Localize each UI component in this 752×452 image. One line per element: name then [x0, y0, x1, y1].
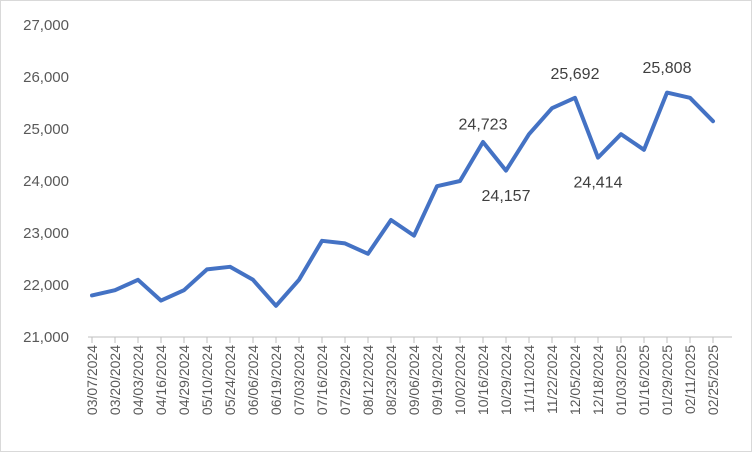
x-tick-label: 10/16/2024 — [475, 345, 491, 415]
x-tick-label: 08/12/2024 — [360, 345, 376, 415]
data-label: 24,723 — [459, 116, 508, 133]
data-point — [182, 288, 186, 292]
x-tick-label: 01/16/2025 — [636, 345, 652, 415]
data-point — [550, 106, 554, 110]
data-point — [504, 169, 508, 173]
data-point — [619, 132, 623, 136]
data-point — [274, 304, 278, 308]
data-label: 24,157 — [482, 188, 531, 205]
y-tick-label: 21,000 — [23, 329, 69, 346]
data-point — [412, 234, 416, 238]
data-point — [665, 91, 669, 95]
data-point — [320, 239, 324, 243]
data-point — [481, 140, 485, 144]
x-tick-label: 02/25/2025 — [705, 345, 721, 415]
x-tick-label: 09/06/2024 — [406, 345, 422, 415]
x-tick-label: 10/02/2024 — [452, 345, 468, 415]
x-tick-label: 08/23/2024 — [383, 345, 399, 415]
data-label: 24,414 — [574, 174, 623, 191]
y-tick-label: 25,000 — [23, 121, 69, 138]
x-tick-label: 12/05/2024 — [567, 345, 583, 415]
data-point — [527, 132, 531, 136]
data-point — [458, 179, 462, 183]
x-tick-label: 06/06/2024 — [245, 345, 261, 415]
data-point — [366, 252, 370, 256]
data-point — [435, 184, 439, 188]
data-point — [228, 265, 232, 269]
data-point — [596, 156, 600, 160]
x-tick-label: 02/11/2025 — [682, 345, 698, 414]
x-tick-label: 12/18/2024 — [590, 345, 606, 415]
x-tick-label: 06/19/2024 — [268, 345, 284, 415]
data-point — [688, 96, 692, 100]
data-point — [343, 241, 347, 245]
data-point — [251, 278, 255, 282]
y-tick-label: 23,000 — [23, 225, 69, 242]
y-tick-label: 22,000 — [23, 277, 69, 294]
x-tick-label: 04/03/2024 — [130, 345, 146, 415]
data-point — [573, 96, 577, 100]
data-label: 25,692 — [551, 66, 600, 83]
data-point — [136, 278, 140, 282]
x-tick-label: 09/19/2024 — [429, 345, 445, 415]
data-label: 25,808 — [643, 60, 692, 77]
data-point — [642, 148, 646, 152]
y-tick-label: 26,000 — [23, 69, 69, 86]
x-tick-label: 07/29/2024 — [337, 345, 353, 415]
x-tick-label: 01/29/2025 — [659, 345, 675, 415]
series-line — [90, 90, 715, 308]
x-tick-label: 11/22/2024 — [544, 345, 560, 414]
x-tick-label: 11/11/2024 — [521, 345, 537, 413]
x-tick-label: 05/24/2024 — [222, 345, 238, 415]
y-tick-label: 27,000 — [23, 17, 69, 34]
x-tick-label: 04/29/2024 — [176, 345, 192, 415]
data-point — [90, 293, 94, 297]
x-tick-label: 10/29/2024 — [498, 345, 514, 415]
x-tick-label: 07/16/2024 — [314, 345, 330, 415]
x-tick-label: 01/03/2025 — [613, 345, 629, 415]
x-tick-label: 03/20/2024 — [107, 345, 123, 415]
y-tick-label: 24,000 — [23, 173, 69, 190]
x-tick-label: 07/03/2024 — [291, 345, 307, 415]
data-point — [159, 299, 163, 303]
data-point — [113, 288, 117, 292]
data-point — [389, 218, 393, 222]
x-tick-label: 03/07/2024 — [84, 345, 100, 415]
data-point — [205, 267, 209, 271]
x-tick-label: 05/10/2024 — [199, 345, 215, 415]
data-point — [711, 119, 715, 123]
x-tick-label: 04/16/2024 — [153, 345, 169, 415]
data-point — [297, 278, 301, 282]
